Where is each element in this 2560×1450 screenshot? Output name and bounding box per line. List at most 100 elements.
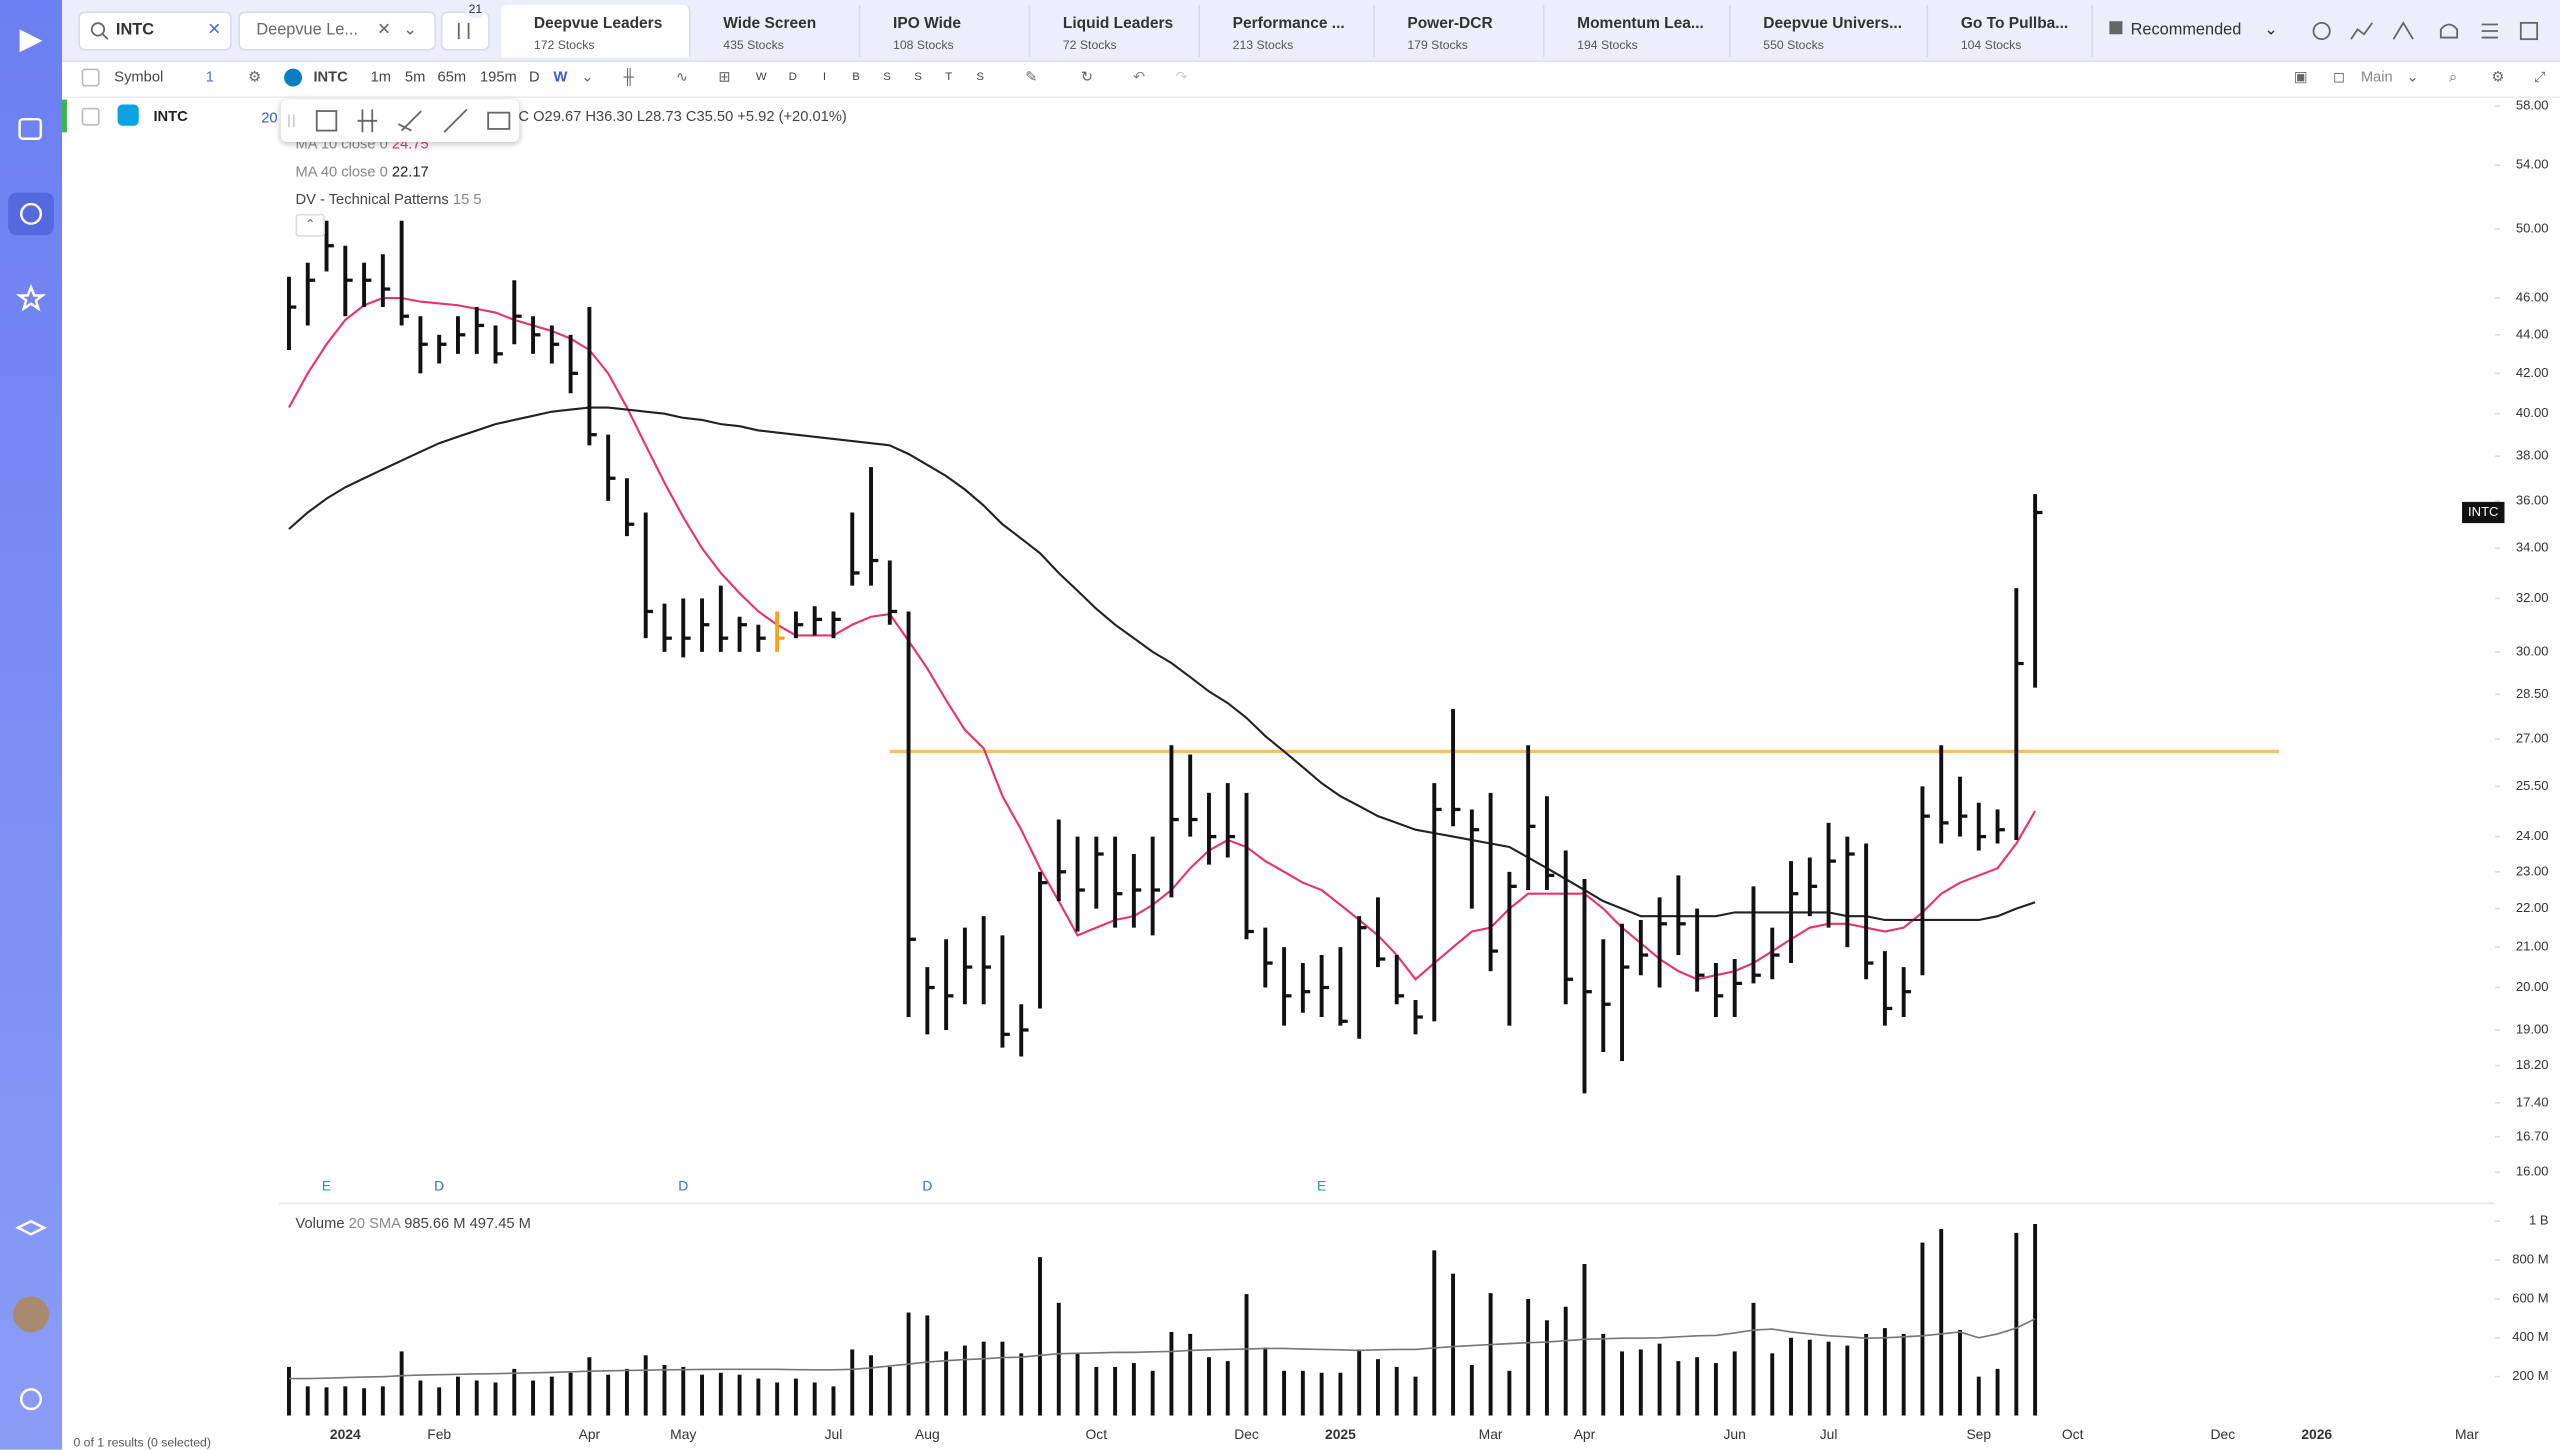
mark[interactable]: D bbox=[788, 71, 797, 84]
tool-line[interactable] bbox=[443, 108, 468, 133]
icon-list[interactable] bbox=[2481, 23, 2498, 39]
checkbox[interactable] bbox=[81, 68, 100, 87]
mark[interactable]: T bbox=[945, 71, 953, 84]
interval[interactable]: D bbox=[528, 68, 540, 85]
volume-bar bbox=[756, 1378, 761, 1416]
sort-label: Recommended bbox=[2130, 21, 2242, 40]
icon-grid[interactable] bbox=[2519, 21, 2539, 41]
redo[interactable]: ↷ bbox=[1175, 68, 1188, 85]
mark[interactable]: W bbox=[755, 71, 767, 84]
search-text: INTC bbox=[115, 21, 155, 40]
interval[interactable]: 5m bbox=[404, 68, 426, 85]
templates[interactable]: ⊞ bbox=[718, 68, 731, 85]
fullscreen[interactable]: ⤢ bbox=[2533, 68, 2546, 85]
sidebar bbox=[0, 0, 63, 1450]
symbol[interactable]: INTC bbox=[313, 68, 348, 85]
layout-icon2[interactable]: ◻ bbox=[2333, 68, 2346, 85]
volume-bar bbox=[1282, 1370, 1287, 1416]
layout-name[interactable]: Main bbox=[2360, 68, 2393, 85]
interval-active[interactable]: W bbox=[553, 68, 568, 85]
tab-count: 108 Stocks bbox=[893, 37, 954, 53]
event-marker: D bbox=[434, 1178, 444, 1194]
icon-layout[interactable] bbox=[18, 117, 43, 140]
mark[interactable]: I bbox=[822, 71, 827, 84]
clear[interactable]: ✕ bbox=[377, 21, 391, 40]
icon-help[interactable] bbox=[19, 1388, 43, 1411]
volume-bar bbox=[1169, 1331, 1174, 1416]
tab-count: 194 Stocks bbox=[1577, 37, 1638, 53]
y-tick-label: 19.00 bbox=[2516, 1021, 2549, 1036]
tab[interactable]: Wide Screen 435 Stocks bbox=[691, 4, 861, 58]
tab[interactable]: Momentum Lea... 194 Stocks bbox=[1544, 4, 1731, 58]
tab[interactable]: Power-DCR 179 Stocks bbox=[1375, 4, 1545, 58]
watchlist-symbol[interactable]: INTC bbox=[153, 107, 188, 125]
icon-compare[interactable] bbox=[2350, 22, 2373, 40]
volume-bar bbox=[1394, 1366, 1399, 1416]
tab[interactable]: Liquid Leaders 72 Stocks bbox=[1030, 4, 1200, 58]
tab[interactable]: Deepvue Univers... 550 Stocks bbox=[1731, 4, 1929, 58]
tab-count: 172 Stocks bbox=[533, 37, 595, 53]
tab[interactable]: Performance ... 213 Stocks bbox=[1200, 4, 1375, 58]
volume-bar bbox=[343, 1386, 348, 1416]
volume-bar bbox=[1657, 1343, 1662, 1416]
volume-bar bbox=[1375, 1359, 1380, 1416]
mark[interactable]: B bbox=[852, 71, 860, 84]
volume-bar bbox=[1976, 1376, 1981, 1416]
indicators[interactable]: ∿ bbox=[675, 68, 689, 85]
chevron[interactable]: ⌄ bbox=[2406, 68, 2419, 85]
volume-bar bbox=[549, 1376, 554, 1416]
search-box[interactable]: INTC ✕ bbox=[78, 11, 232, 51]
avatar[interactable] bbox=[13, 1296, 49, 1333]
refresh[interactable]: ↻ bbox=[1080, 68, 1094, 85]
icon-alert[interactable] bbox=[2439, 23, 2459, 39]
icon-indicator[interactable] bbox=[2392, 21, 2414, 40]
volume-bar bbox=[1751, 1302, 1756, 1416]
mark[interactable]: S bbox=[976, 71, 984, 84]
clear[interactable]: ✕ bbox=[207, 21, 222, 40]
y-tick-label: 200 M bbox=[2512, 1368, 2548, 1383]
volume-bar bbox=[1939, 1228, 1944, 1416]
icon-star[interactable] bbox=[15, 284, 47, 312]
interval[interactable]: 65m bbox=[437, 68, 467, 85]
watchlist-name: Deepvue Le... bbox=[256, 21, 358, 40]
y-tick-label: 16.00 bbox=[2516, 1164, 2549, 1179]
watchlist-select[interactable]: Deepvue Le... ✕ ⌄ bbox=[238, 11, 436, 51]
undo[interactable]: ↶ bbox=[1133, 68, 1146, 85]
x-tick-label: Apr bbox=[1574, 1426, 1596, 1442]
layout-icon[interactable]: ▣ bbox=[2293, 68, 2308, 85]
icon-share[interactable] bbox=[2312, 21, 2331, 41]
zoom[interactable]: ⌕ bbox=[2448, 68, 2458, 85]
legend-ohlc: O29.67 H36.30 L28.73 C35.50 +5.92 (+20.0… bbox=[533, 107, 847, 125]
checkbox[interactable] bbox=[81, 107, 100, 126]
volume-bar bbox=[606, 1374, 611, 1416]
tool-rect[interactable] bbox=[315, 110, 338, 132]
chevron[interactable]: ⌄ bbox=[581, 68, 594, 85]
interval[interactable]: 1m bbox=[370, 68, 392, 85]
settings[interactable]: ⚙ bbox=[2491, 68, 2505, 85]
mark[interactable]: S bbox=[883, 71, 891, 84]
pen[interactable]: ✎ bbox=[1025, 68, 1038, 85]
interval[interactable]: 195m bbox=[479, 68, 517, 85]
settings[interactable]: ⚙ bbox=[248, 68, 262, 85]
filter-button[interactable]: 21 bbox=[440, 1, 490, 51]
tool-fib[interactable] bbox=[357, 109, 378, 133]
tab[interactable]: Go To Pullba... 104 Stocks bbox=[1928, 4, 2094, 58]
volume-bar bbox=[418, 1380, 423, 1416]
mark[interactable]: S bbox=[914, 71, 922, 84]
bar-type[interactable]: ╫ bbox=[623, 68, 635, 85]
tab[interactable]: Deepvue Leaders 172 Stocks bbox=[501, 4, 691, 58]
tab-name: Momentum Lea... bbox=[1577, 14, 1704, 33]
volume-bar bbox=[380, 1386, 385, 1416]
ma-legend: MA 40 close 0 22.17 bbox=[296, 163, 429, 179]
tab[interactable]: IPO Wide 108 Stocks bbox=[860, 4, 1031, 58]
collapse[interactable]: ⌃ bbox=[295, 213, 325, 237]
tool-brush[interactable] bbox=[397, 110, 422, 132]
volume-bar bbox=[718, 1372, 723, 1416]
tool-note[interactable] bbox=[487, 111, 511, 130]
icon-learn[interactable] bbox=[15, 1219, 47, 1236]
x-tick-label: 2026 bbox=[2301, 1426, 2332, 1442]
icon-scan[interactable] bbox=[19, 202, 43, 225]
chevron[interactable]: ⌄ bbox=[403, 21, 417, 40]
sort-select[interactable]: Recommended ⌄ bbox=[2109, 21, 2278, 40]
